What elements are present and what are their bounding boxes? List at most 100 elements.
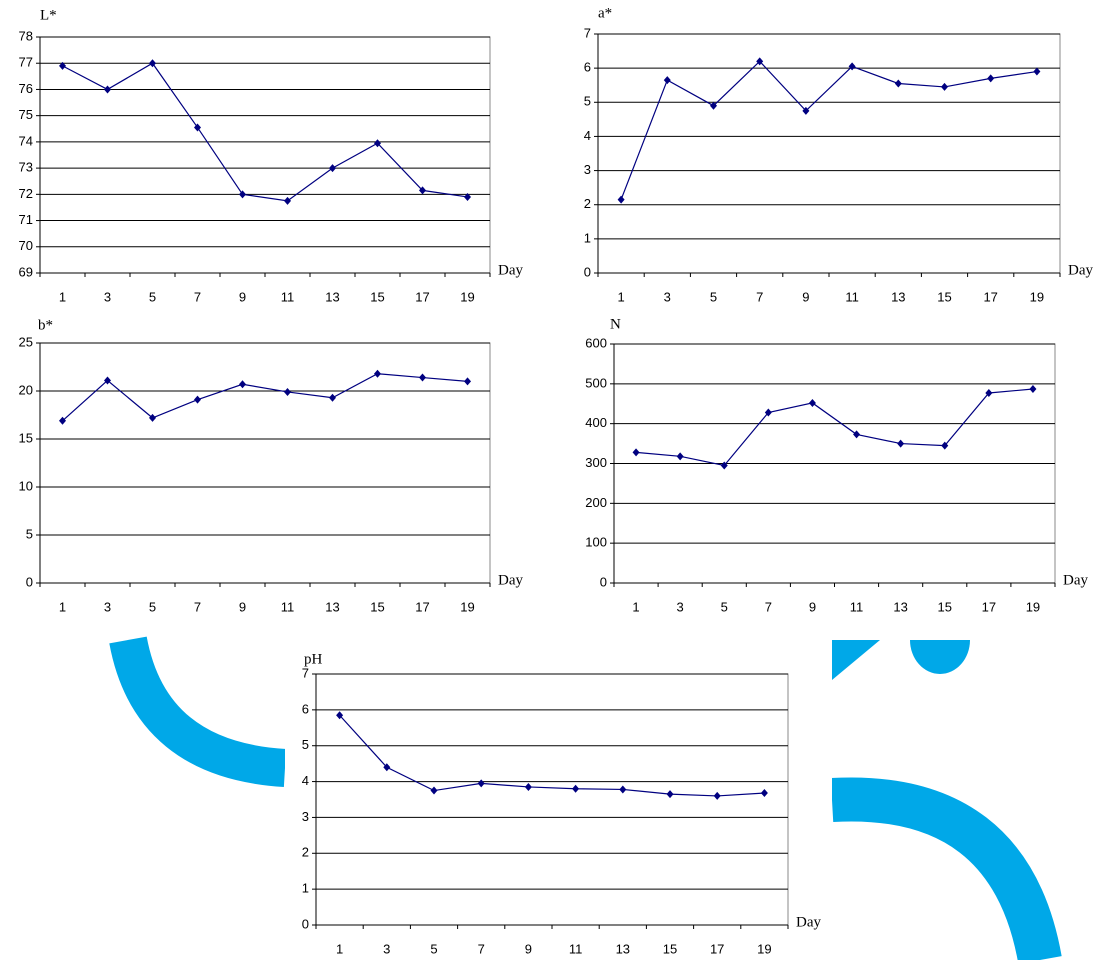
x-tick-label: 11 <box>569 941 583 956</box>
axis-title: N <box>610 316 621 332</box>
x-tick-label: 15 <box>663 941 677 956</box>
marker <box>985 388 993 397</box>
y-tick-label: 6 <box>302 701 309 716</box>
marker <box>284 387 291 396</box>
marker <box>894 79 902 88</box>
x-tick-label: 15 <box>937 289 951 304</box>
y-tick-label: 100 <box>585 535 607 550</box>
x-tick-label: 17 <box>710 941 724 956</box>
x-tick-label: 13 <box>325 599 339 614</box>
x-tick-label: 9 <box>239 599 246 614</box>
plot-area <box>597 33 1061 274</box>
marker <box>941 82 948 91</box>
marker <box>59 61 66 70</box>
y-tick-label: 5 <box>584 94 591 109</box>
y-tick-label: 5 <box>302 737 309 752</box>
marker <box>464 377 471 386</box>
marker <box>1033 67 1041 76</box>
y-tick-label: 6 <box>584 60 591 75</box>
marker <box>329 393 336 402</box>
x-axis-label: Day <box>796 914 821 930</box>
x-tick-label: 17 <box>982 599 996 614</box>
marker <box>239 190 246 199</box>
marker <box>524 782 532 791</box>
marker <box>477 779 485 788</box>
marker <box>383 763 391 772</box>
x-tick-label: 5 <box>430 941 437 956</box>
deco-blob <box>910 640 970 674</box>
y-tick-label: 73 <box>19 160 33 175</box>
x-tick-label: 9 <box>239 289 246 304</box>
y-tick-label: 600 <box>585 335 607 350</box>
y-tick-label: 4 <box>584 128 591 143</box>
x-tick-label: 5 <box>710 289 717 304</box>
marker <box>104 376 111 385</box>
x-tick-label: 9 <box>525 941 532 956</box>
y-tick-label: 1 <box>584 230 591 245</box>
y-tick-label: 20 <box>19 382 33 397</box>
x-tick-label: 13 <box>616 941 630 956</box>
marker <box>710 101 717 110</box>
y-tick-label: 72 <box>19 186 33 201</box>
x-tick-label: 17 <box>415 289 429 304</box>
y-tick-label: 25 <box>19 334 33 349</box>
y-tick-label: 1 <box>302 881 309 896</box>
y-tick-label: 71 <box>19 212 33 227</box>
x-tick-label: 19 <box>1030 289 1044 304</box>
marker <box>284 196 291 205</box>
x-tick-label: 3 <box>383 941 390 956</box>
x-tick-label: 1 <box>336 941 343 956</box>
axis-title: a* <box>598 5 612 21</box>
marker <box>464 192 471 201</box>
y-tick-label: 3 <box>302 809 309 824</box>
marker <box>987 74 995 83</box>
x-tick-label: 1 <box>617 289 624 304</box>
deco-arc <box>109 636 287 787</box>
y-tick-label: 200 <box>585 495 607 510</box>
marker <box>632 448 640 457</box>
marker <box>239 380 246 389</box>
marker <box>374 369 381 378</box>
marker <box>1029 385 1037 394</box>
line <box>339 714 765 797</box>
x-tick-label: 9 <box>802 289 809 304</box>
x-tick-label: 3 <box>104 289 111 304</box>
marker <box>802 106 810 115</box>
y-tick-label: 300 <box>585 455 607 470</box>
marker <box>676 452 684 461</box>
marker <box>619 785 627 794</box>
x-tick-label: 11 <box>850 599 864 614</box>
y-tick-label: 4 <box>302 773 309 788</box>
x-tick-label: 19 <box>1026 599 1040 614</box>
marker <box>149 59 156 68</box>
x-axis-label: Day <box>1063 572 1088 588</box>
marker <box>666 790 674 799</box>
y-tick-label: 69 <box>19 264 33 279</box>
y-tick-label: 7 <box>302 665 309 680</box>
y-tick-label: 2 <box>302 845 309 860</box>
x-tick-label: 17 <box>983 289 997 304</box>
x-tick-label: 19 <box>757 941 771 956</box>
x-tick-label: 13 <box>325 289 339 304</box>
x-tick-label: 13 <box>891 289 905 304</box>
x-tick-label: 5 <box>149 289 156 304</box>
marker <box>419 186 426 195</box>
y-tick-label: 500 <box>585 375 607 390</box>
marker <box>764 408 772 417</box>
x-tick-label: 1 <box>59 289 66 304</box>
x-tick-label: 11 <box>281 289 295 304</box>
axis-title: b* <box>38 317 53 333</box>
x-tick-label: 19 <box>460 599 474 614</box>
axis-title: L* <box>40 7 57 23</box>
marker <box>572 784 580 793</box>
deco-arc <box>830 777 1062 960</box>
plot-area <box>315 673 789 926</box>
marker <box>713 791 721 800</box>
y-tick-label: 74 <box>19 133 33 148</box>
marker <box>808 398 816 407</box>
y-tick-label: 76 <box>19 81 33 96</box>
y-tick-label: 10 <box>19 478 33 493</box>
x-tick-label: 5 <box>149 599 156 614</box>
marker <box>663 76 671 85</box>
